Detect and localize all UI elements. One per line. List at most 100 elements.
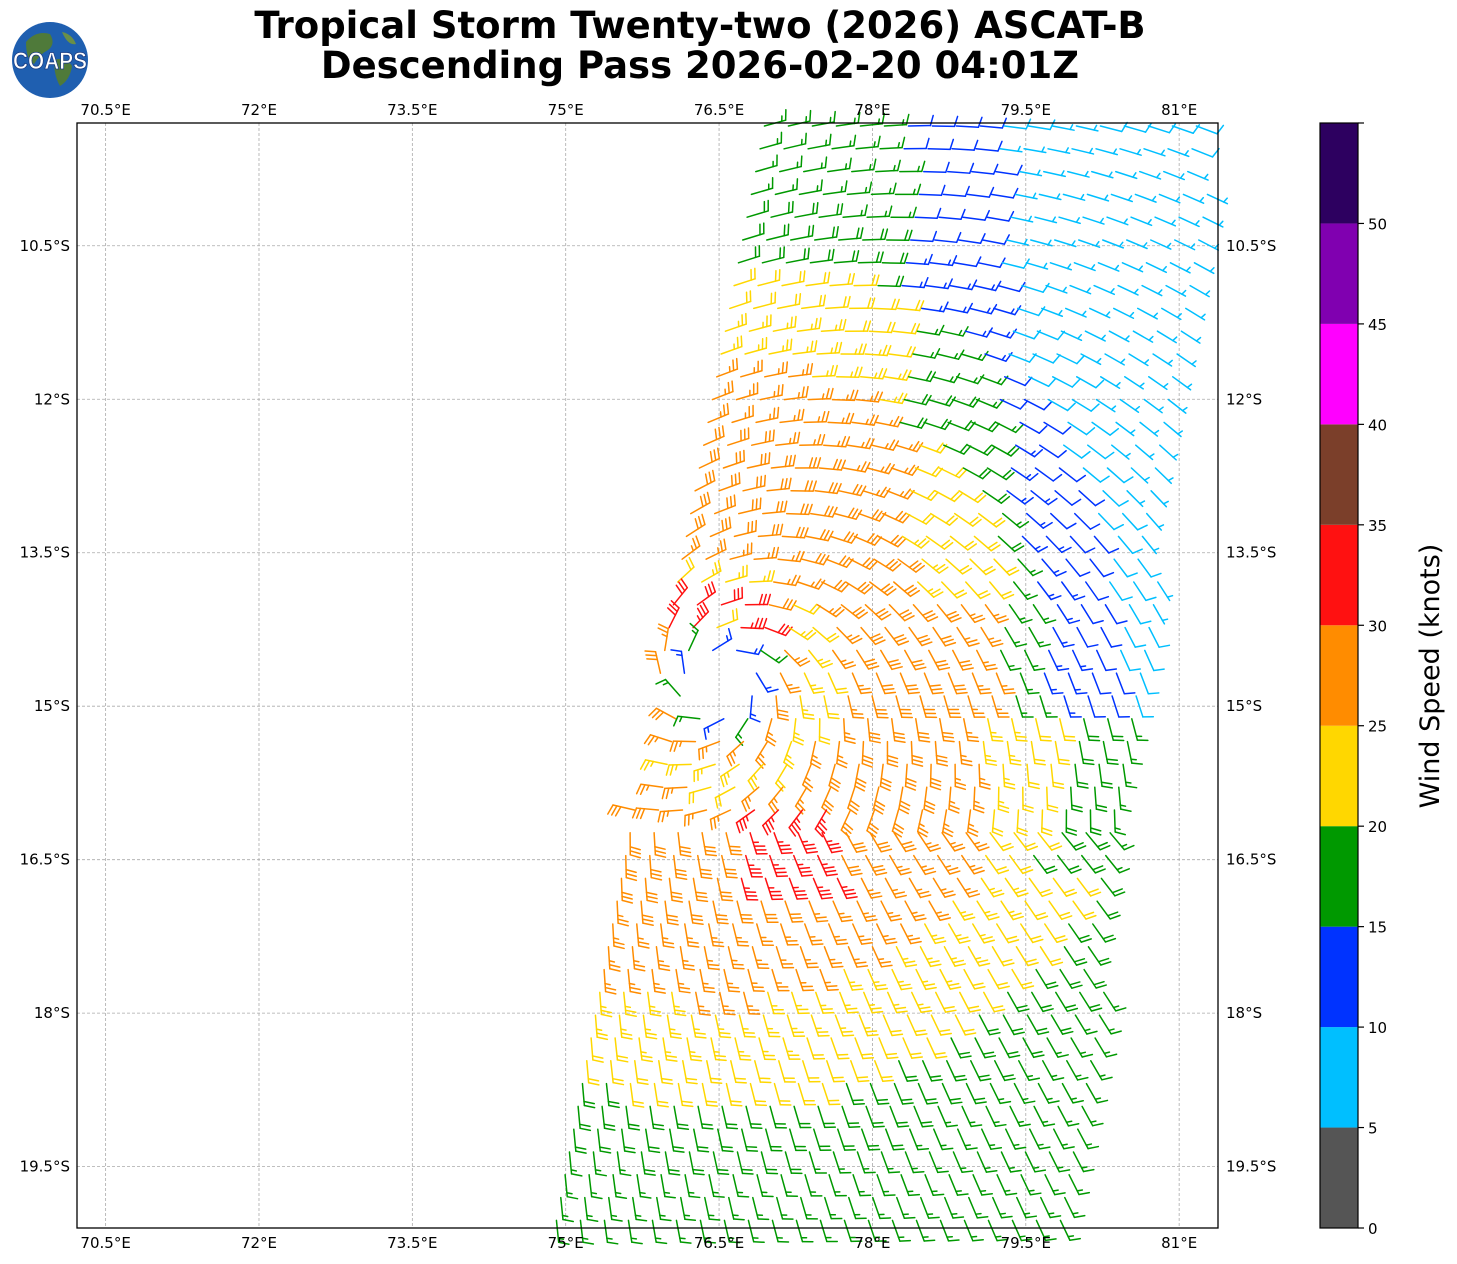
wind-barb [971, 163, 999, 175]
wind-barb [795, 968, 815, 992]
wind-barb [906, 512, 935, 525]
wind-barb [794, 457, 822, 469]
wind-barb [1065, 307, 1087, 318]
wind-barb [898, 786, 911, 815]
wind-barb [756, 923, 775, 947]
wind-barb [800, 1196, 819, 1220]
wind-barb [912, 604, 939, 623]
wind-barb [1191, 147, 1220, 158]
wind-barb [647, 991, 662, 1017]
wind-barb [668, 877, 684, 903]
wind-barb [727, 427, 750, 446]
wind-barb [845, 581, 874, 595]
wind-barb [1061, 581, 1086, 601]
wind-barb [623, 991, 637, 1018]
wind-barb [714, 1014, 732, 1039]
wind-barb [644, 650, 662, 674]
wind-barb [1064, 1196, 1086, 1219]
wind-barb [1006, 740, 1022, 766]
wind-barb [1119, 148, 1142, 156]
colorbar-segment [1320, 926, 1358, 1028]
wind-barb [865, 1105, 885, 1128]
wind-barb [1063, 695, 1082, 718]
wind-barb [709, 809, 732, 831]
wind-barb [1103, 991, 1127, 1012]
wind-barb [783, 385, 809, 401]
wind-barb [755, 154, 778, 173]
wind-barb [780, 1174, 799, 1197]
wind-barb [733, 519, 758, 538]
wind-barb [741, 1128, 759, 1152]
wind-barb [953, 256, 982, 268]
wind-barb [747, 1219, 765, 1244]
wind-barb [965, 832, 990, 852]
wind-barb [826, 1060, 846, 1083]
wind-barb [870, 182, 897, 196]
wind-barb [794, 201, 819, 218]
wind-barb [929, 763, 942, 791]
wind-barb [921, 558, 949, 574]
wind-barb [1048, 900, 1073, 920]
wind-barb [847, 786, 860, 815]
wind-barb [788, 877, 809, 900]
wind-barb [1053, 1128, 1075, 1150]
wind-barb [632, 1196, 648, 1222]
wind-barb [1039, 695, 1058, 718]
wind-barb [995, 672, 1016, 695]
wind-barb [965, 1082, 987, 1105]
wind-barb [813, 1128, 832, 1151]
wind-barb [651, 1219, 668, 1245]
wind-barb [721, 1105, 739, 1130]
wind-barb [1094, 1037, 1118, 1058]
wind-barb [978, 512, 1006, 528]
wind-barb [1002, 763, 1016, 790]
wind-barb [1081, 1105, 1104, 1127]
wind-barb [1158, 193, 1181, 204]
wind-barb [855, 391, 884, 403]
wind-barb [728, 1196, 745, 1221]
wind-barb [938, 208, 966, 220]
wind-barb [771, 968, 790, 992]
wind-barb [1111, 444, 1131, 460]
wind-barb [914, 207, 942, 220]
wind-barb [828, 763, 841, 792]
wind-barb [937, 854, 961, 875]
wind-barb [722, 449, 746, 469]
wind-barb [860, 367, 888, 380]
wind-barb [1004, 376, 1033, 387]
wind-barb [701, 560, 722, 583]
wind-barb [792, 603, 822, 615]
wind-barb [852, 923, 873, 945]
wind-barb [797, 1082, 817, 1106]
wind-barb [900, 923, 922, 945]
wind-barb [612, 923, 625, 950]
wind-barb [806, 1037, 826, 1060]
wind-barb [1133, 581, 1157, 602]
wind-barb [820, 318, 847, 332]
wind-barb [1044, 1174, 1066, 1196]
colorbar: 0 5 10 15 20 25 30 35 40 45 50 [1319, 122, 1387, 1238]
wind-barb [836, 740, 848, 769]
lat-tick-label: 18°S [34, 1004, 70, 1022]
wind-barb [1121, 262, 1144, 273]
wind-barb [996, 923, 1020, 944]
wind-barb [1172, 376, 1193, 391]
wind-barb [885, 1128, 905, 1151]
wind-barb [842, 204, 868, 218]
wind-barb [1020, 1174, 1042, 1196]
colorbar-segment [1320, 524, 1358, 626]
wind-barb [861, 1128, 881, 1151]
wind-barb [1057, 1105, 1080, 1127]
wind-barb [905, 253, 933, 266]
lon-tick-label: 81°E [1161, 1234, 1197, 1252]
wind-barb [1079, 991, 1103, 1012]
wind-barb [828, 923, 849, 946]
wind-barb [821, 1082, 841, 1106]
wind-barb [832, 1151, 852, 1174]
wind-barb [1085, 581, 1110, 601]
wind-barb [697, 1105, 714, 1130]
wind-barb [910, 230, 938, 243]
wind-barb [1048, 649, 1070, 672]
wind-barb [753, 291, 777, 310]
wind-barb [765, 1128, 783, 1152]
